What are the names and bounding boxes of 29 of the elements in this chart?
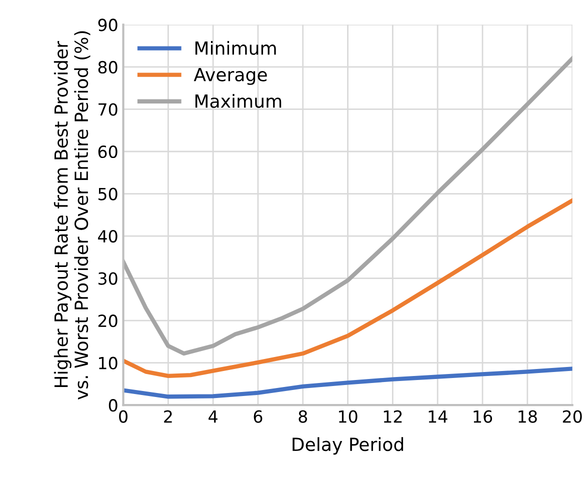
line-series — [123, 56, 572, 356]
y-tick-label: 30 — [98, 272, 118, 285]
y-tick-label: 70 — [98, 103, 118, 116]
x-tick-label: 0 — [119, 410, 128, 423]
x-tick-label: 6 — [254, 410, 262, 423]
x-tick-label: 10 — [339, 410, 358, 423]
x-tick-label: 20 — [562, 410, 582, 423]
y-tick-label: 80 — [98, 60, 118, 74]
y-axis-title: Higher Payout Rate from Best Provider vs. Worst Provider Over Entire Period (%) — [54, 31, 90, 400]
y-tick-label: 60 — [98, 145, 118, 158]
legend-label: Average — [194, 68, 267, 85]
x-tick-label: 14 — [428, 410, 448, 423]
x-tick-label: 4 — [208, 410, 218, 423]
x-tick-label: 16 — [474, 410, 492, 423]
y-tick-label: 50 — [98, 188, 118, 200]
x-axis-title: Delay Period — [292, 437, 404, 455]
legend-label: Minimum — [195, 40, 276, 55]
line-series — [123, 366, 572, 399]
y-tick-label: 0 — [108, 399, 118, 412]
x-tick-label: 2 — [164, 410, 172, 423]
x-tick-label: 18 — [518, 410, 537, 423]
y-tick-label: 20 — [98, 314, 118, 328]
y-tick-label: 90 — [98, 18, 118, 32]
x-tick-label: 8 — [298, 410, 308, 423]
line-series — [123, 198, 572, 378]
legend-label: Maximum — [195, 94, 282, 108]
x-tick-label: 12 — [384, 410, 402, 423]
y-tick-label: 40 — [98, 230, 118, 243]
y-tick-label: 10 — [99, 356, 118, 370]
